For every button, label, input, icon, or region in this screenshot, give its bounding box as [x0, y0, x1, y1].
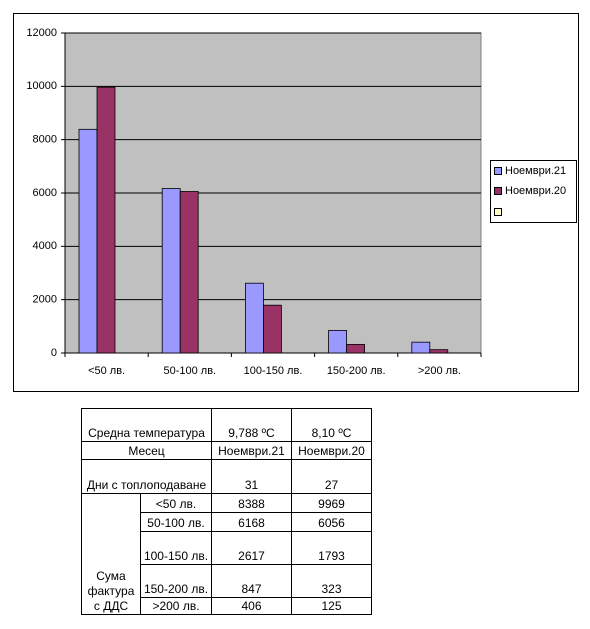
bar	[244, 282, 264, 354]
cell: 847	[211, 564, 292, 598]
legend-swatch	[494, 208, 502, 216]
y-tick-label: 10000	[26, 80, 57, 92]
cell: 125	[291, 597, 372, 615]
range-label: 50-100 лв.	[140, 512, 212, 532]
bar	[346, 343, 366, 354]
cell: 31	[211, 459, 292, 494]
bar	[328, 330, 348, 354]
y-tick-label: 4000	[33, 240, 57, 252]
y-tick-label: 8000	[33, 134, 57, 146]
cell: Ноември.21	[211, 441, 292, 460]
range-label: <50 лв.	[140, 493, 212, 513]
row-label: Дни с топлоподаване	[81, 459, 212, 494]
y-tick-label: 2000	[33, 294, 57, 306]
bar	[179, 191, 199, 354]
x-tick-label: 150-200 лв.	[327, 365, 386, 377]
x-tick-label: 50-100 лв.	[163, 365, 216, 377]
legend-label: Ноември.20	[505, 185, 566, 197]
cell: 9,788 ºC	[211, 408, 292, 442]
bar	[262, 304, 282, 354]
row-label: Сума фактура с ДДС	[81, 493, 141, 615]
y-tick-label: 0	[51, 347, 57, 359]
range-label: >200 лв.	[140, 597, 212, 615]
chart: 0 2000 4000 6000 8000 10000 12000 <50 лв. 50-100…	[13, 13, 579, 392]
cell: 2617	[211, 531, 292, 565]
x-tick-label: >200 лв.	[418, 365, 461, 377]
cell: 1793	[291, 531, 372, 565]
cell: 8,10 ºC	[291, 408, 372, 442]
range-label: 100-150 лв.	[140, 531, 212, 565]
cell: 6056	[291, 512, 372, 532]
y-tick-label: 6000	[33, 187, 57, 199]
cell: 6168	[211, 512, 292, 532]
y-tick-label: 12000	[26, 27, 57, 39]
cell: 27	[291, 459, 372, 494]
cell: 9969	[291, 493, 372, 513]
row-label: Месец	[81, 441, 212, 460]
x-tick-label: <50 лв.	[88, 365, 125, 377]
x-tick-label: 100-150 лв.	[244, 365, 303, 377]
legend-swatch	[494, 167, 502, 175]
cell: Ноември.20	[291, 441, 372, 460]
bar	[411, 341, 431, 354]
data-table: Средна температура 9,788 ºC 8,10 ºC Месец Н…	[81, 408, 372, 615]
cell: 406	[211, 597, 292, 615]
legend-label: Ноември.21	[505, 165, 566, 177]
legend-box	[490, 160, 577, 223]
bar	[161, 188, 181, 354]
range-label: 150-200 лв.	[140, 564, 212, 598]
row-label: Средна температура	[81, 408, 212, 442]
bar	[96, 86, 116, 354]
bar	[429, 349, 449, 354]
cell: 8388	[211, 493, 292, 513]
cell: 323	[291, 564, 372, 598]
legend-swatch	[494, 187, 502, 195]
bar	[78, 128, 98, 354]
